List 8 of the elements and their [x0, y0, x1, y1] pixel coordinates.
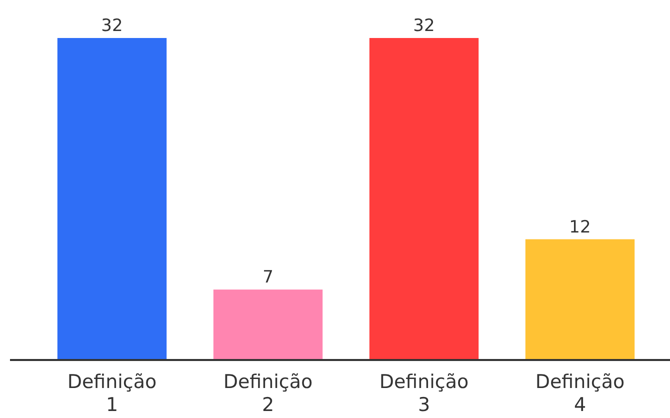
data-label: 7: [262, 268, 274, 288]
data-label: 12: [569, 217, 591, 238]
data-label: 32: [413, 16, 435, 36]
x-tick-label: Definição 2: [223, 371, 313, 416]
data-label: 32: [101, 16, 123, 36]
x-tick-label: Definição 4: [535, 371, 625, 416]
x-tick-label: Definição 3: [379, 371, 469, 416]
x-tick-label: Definição 1: [67, 371, 157, 416]
